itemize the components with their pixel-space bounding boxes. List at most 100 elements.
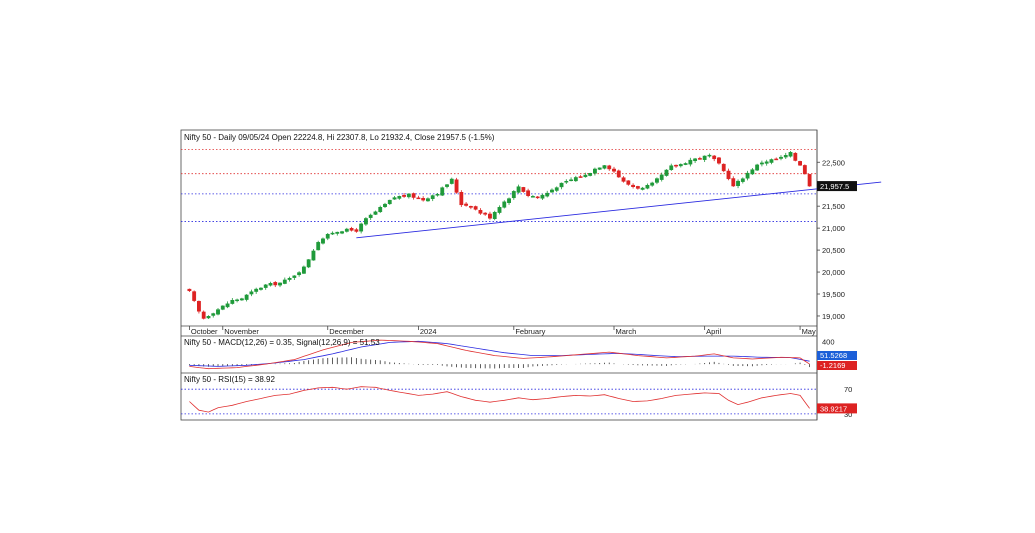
candle-body <box>464 203 469 206</box>
candle-body <box>239 298 244 301</box>
candle-body <box>602 165 607 169</box>
candle-body <box>373 211 378 215</box>
candle-body <box>707 154 712 157</box>
price-header: Nifty 50 - Daily 09/05/24 Open 22224.8, … <box>184 133 495 142</box>
time-axis: October November December 2024 February March… <box>188 326 816 336</box>
candle-body <box>607 165 612 170</box>
candle-body <box>750 169 755 175</box>
rsi-label: Nifty 50 - RSI(15) = 38.92 <box>184 375 275 384</box>
candle-body <box>621 177 626 182</box>
candle-body <box>755 164 760 171</box>
price-tick-label: 19,500 <box>822 290 845 299</box>
candle-body <box>344 228 349 232</box>
candle-body <box>798 161 802 166</box>
candle-body <box>635 186 640 189</box>
candle-body <box>645 184 650 189</box>
candle-body <box>478 209 483 214</box>
last-close-label: 21,957.5 <box>820 182 849 191</box>
candle-body <box>263 284 268 288</box>
candle-body <box>726 170 731 180</box>
candle-body <box>745 172 750 179</box>
candle-body <box>354 229 359 232</box>
candle-body <box>473 206 478 210</box>
macd-pane: 400 51.5268-1.2169 <box>188 337 857 370</box>
candle-body <box>211 313 216 316</box>
candle-body <box>397 196 402 199</box>
candle-body <box>426 198 430 202</box>
candle-body <box>220 305 225 310</box>
candle-body <box>793 152 798 161</box>
candle-body <box>197 300 201 312</box>
candle-body <box>678 164 683 167</box>
candle-body <box>530 196 535 198</box>
candle-body <box>411 193 416 198</box>
candle-body <box>516 186 521 193</box>
candle-body <box>230 300 235 304</box>
candle-body <box>683 163 688 165</box>
candle-body <box>736 180 740 186</box>
candle-body <box>526 190 531 196</box>
candle-body <box>554 187 559 191</box>
candle-body <box>244 294 249 300</box>
candle-body <box>406 193 411 198</box>
candle-body <box>597 167 602 170</box>
macd-value-label: -1.2169 <box>820 361 845 370</box>
candle-body <box>664 169 669 176</box>
candle-body <box>774 158 779 161</box>
candle-body <box>235 299 240 302</box>
macd-value-label: 51.5268 <box>820 351 847 360</box>
candle-body <box>779 156 783 159</box>
candle-body <box>316 242 321 251</box>
candle-body <box>540 194 545 199</box>
candle-body <box>511 191 516 199</box>
candle-body <box>593 168 597 174</box>
candle-body <box>612 168 616 172</box>
candle-body <box>216 309 220 315</box>
candle-body <box>249 291 254 295</box>
macd-value-badge <box>817 361 857 370</box>
candle-body <box>287 277 292 280</box>
candle-body <box>764 161 769 164</box>
candle-body <box>468 206 473 208</box>
candle-body <box>292 275 297 278</box>
candle-body <box>688 159 693 165</box>
candle-body <box>340 231 344 234</box>
candle-body <box>483 212 488 215</box>
candle-body <box>297 272 302 276</box>
candle-body <box>402 195 407 197</box>
candle-body <box>650 182 655 186</box>
rsi-line <box>189 386 810 413</box>
price-pane: 22,50022,00021,50021,00020,50020,00019,5… <box>181 149 882 321</box>
candle-body <box>759 162 764 165</box>
candle-body <box>535 196 540 199</box>
candle-body <box>368 214 373 218</box>
candle-body <box>674 164 678 167</box>
candle-body <box>626 180 631 185</box>
candle-body <box>731 178 736 187</box>
macd-line <box>189 339 810 370</box>
chart-frame <box>180 129 818 421</box>
candle-body <box>521 187 526 192</box>
price-tick-label: 20,500 <box>822 246 845 255</box>
candle-body <box>192 291 197 301</box>
candle-body <box>655 178 659 183</box>
candle-body <box>278 282 282 286</box>
candle-body <box>740 178 745 182</box>
candle-body <box>378 207 383 213</box>
time-tick-label: November <box>224 327 259 336</box>
candle-body <box>569 179 573 182</box>
candle-body <box>259 287 263 290</box>
candle-body <box>430 195 435 199</box>
candle-body <box>206 316 211 319</box>
candle-body <box>559 182 564 188</box>
candle-body <box>449 178 454 184</box>
candle-body <box>301 266 306 274</box>
candle-body <box>721 163 726 172</box>
candle-body <box>578 176 583 178</box>
candle-body <box>349 228 354 231</box>
candle-body <box>497 207 502 213</box>
time-tick-label: February <box>515 327 545 336</box>
